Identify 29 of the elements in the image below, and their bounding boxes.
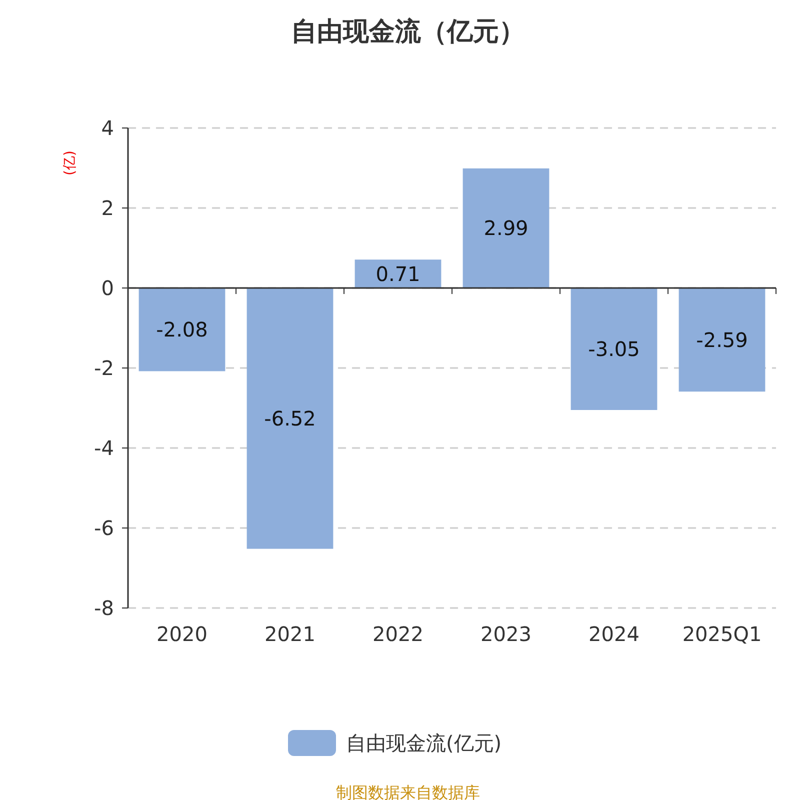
bar	[138, 288, 226, 372]
data-label: 0.71	[376, 262, 420, 286]
y-tick-label: 0	[101, 276, 114, 300]
bar	[462, 168, 550, 288]
x-tick-label: 2021	[264, 622, 316, 646]
x-tick-label: 2023	[480, 622, 532, 646]
text: 制图数据来自数据库	[336, 783, 480, 800]
y-tick-label: -4	[94, 436, 114, 460]
legend-label: 自由现金流(亿元)	[346, 731, 502, 755]
y-tick-label: 4	[101, 116, 114, 140]
data-label: -3.05	[588, 337, 640, 361]
bar	[570, 288, 658, 410]
chart-title: 自由现金流（亿元）	[291, 17, 525, 47]
data-label: -6.52	[264, 406, 316, 430]
x-tick-label: 2020	[156, 622, 208, 646]
bar	[246, 288, 334, 549]
x-tick-label: 2022	[372, 622, 424, 646]
y-tick-label: 2	[101, 196, 114, 220]
y-tick-label: -6	[94, 516, 114, 540]
y-tick-label: -2	[94, 356, 114, 380]
data-label: -2.59	[696, 328, 748, 352]
bar	[678, 288, 766, 392]
x-tick-label: 2024	[588, 622, 640, 646]
data-label: -2.08	[156, 318, 208, 342]
x-tick-label: 2025Q1	[682, 622, 762, 646]
y-axis-title: (亿)	[62, 150, 78, 176]
bar	[354, 260, 442, 288]
y-tick-label: -8	[94, 596, 114, 620]
data-label: 2.99	[484, 216, 528, 240]
